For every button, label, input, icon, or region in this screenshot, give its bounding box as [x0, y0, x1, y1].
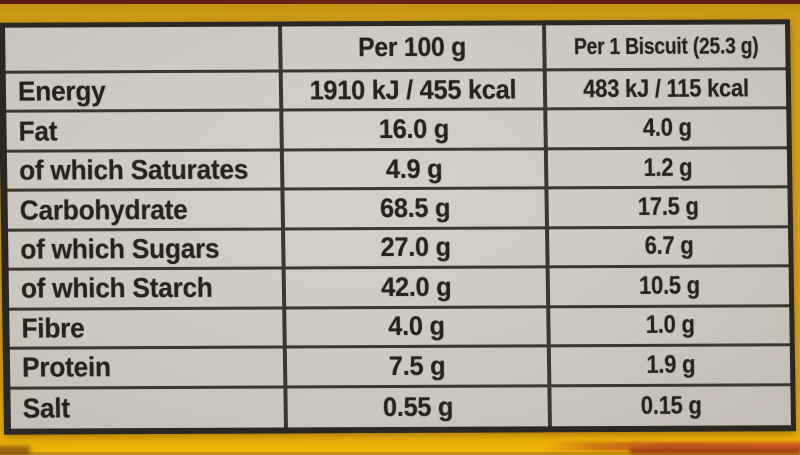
cell-text: 42.0 g — [380, 271, 452, 303]
column-header-blank — [5, 26, 283, 74]
nutrition-row-label: of which Saturates — [6, 151, 285, 193]
value-per-biscuit: 0.15 g — [551, 386, 791, 426]
nutrition-row-label: Fat — [6, 111, 284, 153]
cell-text: 4.0 g — [388, 311, 445, 342]
value-per-100g: 0.55 g — [287, 386, 552, 428]
value-per-100g: 42.0 g — [285, 268, 551, 310]
column-header-text: Per 100 g — [358, 31, 467, 63]
cell-text: 4.9 g — [385, 153, 443, 184]
cell-text: Fibre — [21, 312, 85, 344]
nutrition-row-label: Fibre — [9, 309, 287, 350]
column-header-text: Per 1 Biscuit (25.3 g) — [573, 32, 759, 60]
column-header-per-biscuit: Per 1 Biscuit (25.3 g) — [546, 24, 786, 72]
value-per-100g: 68.5 g — [284, 189, 550, 231]
cell-text: 10.5 g — [638, 271, 700, 300]
nutrition-row-label: Carbohydrate — [7, 190, 286, 232]
nutrition-grid: Per 100 g Per 1 Biscuit (25.3 g) Energy 1… — [5, 24, 791, 429]
value-per-biscuit: 4.0 g — [547, 109, 787, 151]
nutrition-row-label: Protein — [9, 348, 288, 390]
nutrition-row-label: Energy — [5, 72, 284, 114]
cell-text: of which Sugars — [20, 232, 220, 265]
cell-text: 1.0 g — [645, 311, 695, 340]
cell-text: 4.0 g — [642, 113, 692, 143]
value-per-biscuit: 483 kJ / 115 kcal — [546, 70, 787, 111]
cell-text: Energy — [17, 75, 106, 107]
value-per-biscuit: 10.5 g — [549, 267, 790, 308]
value-per-biscuit: 17.5 g — [548, 188, 789, 230]
column-header-per-100g: Per 100 g — [282, 25, 547, 73]
package-accent-stripe — [546, 442, 800, 451]
cell-text: Protein — [21, 351, 111, 383]
nutrition-row-label: of which Starch — [8, 269, 287, 311]
cell-text: 0.55 g — [382, 391, 454, 422]
value-per-100g: 4.9 g — [283, 150, 549, 191]
cell-text: 6.7 g — [644, 232, 694, 261]
nutrition-row-label: Salt — [10, 388, 288, 429]
nutrition-table: Per 100 g Per 1 Biscuit (25.3 g) Energy 1… — [0, 19, 797, 435]
cell-text: 1.9 g — [645, 350, 696, 379]
cell-text: 27.0 g — [379, 232, 451, 263]
cell-text: 7.5 g — [388, 350, 446, 381]
package-top-stripe — [0, 0, 800, 4]
cell-text: Salt — [22, 392, 71, 424]
photo-corner-shadow — [0, 446, 30, 455]
value-per-biscuit: 1.0 g — [550, 306, 790, 348]
nutrition-row-label: of which Sugars — [8, 230, 286, 271]
value-per-biscuit: 1.2 g — [547, 149, 788, 190]
cell-text: 68.5 g — [379, 192, 451, 224]
cell-text: 1.2 g — [643, 153, 693, 182]
cell-text: 0.15 g — [640, 391, 702, 420]
value-per-100g: 7.5 g — [286, 347, 552, 389]
value-per-biscuit: 1.9 g — [550, 346, 791, 387]
cell-text: 1910 kJ / 455 kcal — [309, 74, 517, 106]
cell-text: 483 kJ / 115 kcal — [583, 74, 750, 103]
package-accent-stripe-shadow — [630, 448, 800, 454]
cell-text: Carbohydrate — [19, 193, 188, 226]
value-per-100g: 27.0 g — [285, 229, 550, 270]
cell-text: 17.5 g — [637, 192, 699, 221]
value-per-100g: 4.0 g — [286, 307, 551, 349]
cell-text: Fat — [18, 115, 58, 147]
cell-text: 16.0 g — [378, 113, 449, 145]
value-per-biscuit: 6.7 g — [549, 228, 789, 269]
value-per-100g: 16.0 g — [283, 110, 548, 152]
value-per-100g: 1910 kJ / 455 kcal — [282, 71, 548, 112]
cell-text: of which Saturates — [18, 153, 249, 186]
cell-text: of which Starch — [20, 272, 213, 305]
